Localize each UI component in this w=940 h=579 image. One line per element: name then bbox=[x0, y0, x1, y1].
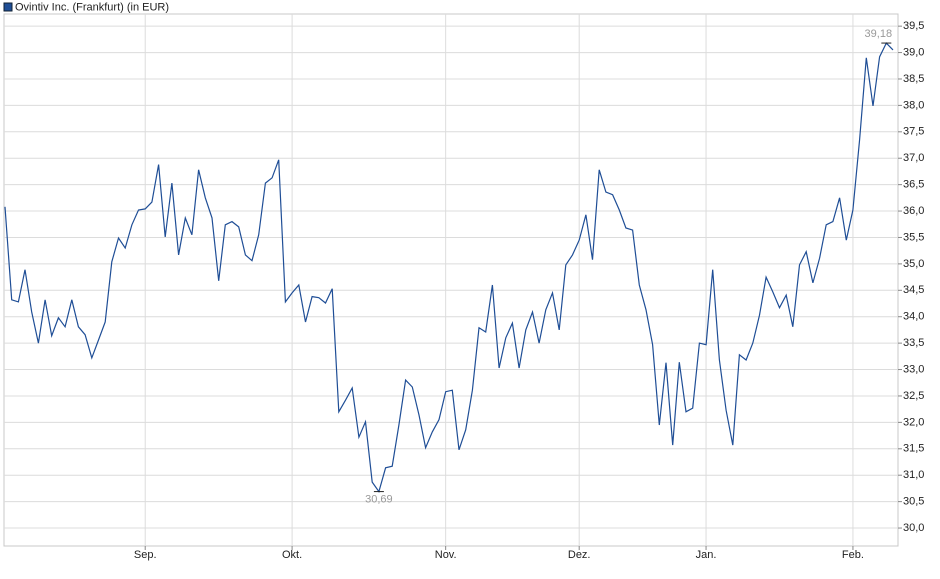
x-tick-label: Sep. bbox=[134, 549, 157, 561]
annotation-label: 39,18 bbox=[865, 28, 893, 40]
x-tick-label: Okt. bbox=[282, 549, 302, 561]
y-tick-label: 30,5 bbox=[903, 496, 924, 508]
y-tick-label: 34,0 bbox=[903, 311, 924, 323]
y-tick-label: 35,5 bbox=[903, 231, 924, 243]
y-tick-label: 37,5 bbox=[903, 126, 924, 138]
y-tick-label: 31,0 bbox=[903, 469, 924, 481]
legend-swatch bbox=[3, 2, 13, 12]
y-tick-label: 39,5 bbox=[903, 20, 924, 32]
y-tick-label: 35,0 bbox=[903, 258, 924, 270]
y-tick-label: 31,5 bbox=[903, 443, 924, 455]
price-line bbox=[4, 42, 894, 493]
annotation-label: 30,69 bbox=[365, 493, 393, 505]
x-tick-label: Jan. bbox=[696, 549, 717, 561]
y-tick-label: 32,0 bbox=[903, 416, 924, 428]
y-tick-label: 33,0 bbox=[903, 363, 924, 375]
x-tick-label: Dez. bbox=[568, 549, 591, 561]
y-tick-label: 32,5 bbox=[903, 390, 924, 402]
x-tick-label: Feb. bbox=[842, 549, 864, 561]
y-tick-label: 33,5 bbox=[903, 337, 924, 349]
y-tick-label: 36,5 bbox=[903, 179, 924, 191]
y-tick-label: 34,5 bbox=[903, 284, 924, 296]
y-tick-label: 37,0 bbox=[903, 152, 924, 164]
x-tick-label: Nov. bbox=[435, 549, 457, 561]
y-tick-label: 38,0 bbox=[903, 99, 924, 111]
y-tick-label: 36,0 bbox=[903, 205, 924, 217]
legend-label: Ovintiv Inc. (Frankfurt) (in EUR) bbox=[15, 1, 169, 13]
y-tick-label: 39,0 bbox=[903, 46, 924, 58]
y-tick-label: 38,5 bbox=[903, 73, 924, 85]
y-tick-label: 30,0 bbox=[903, 522, 924, 534]
plot-area bbox=[3, 13, 899, 547]
